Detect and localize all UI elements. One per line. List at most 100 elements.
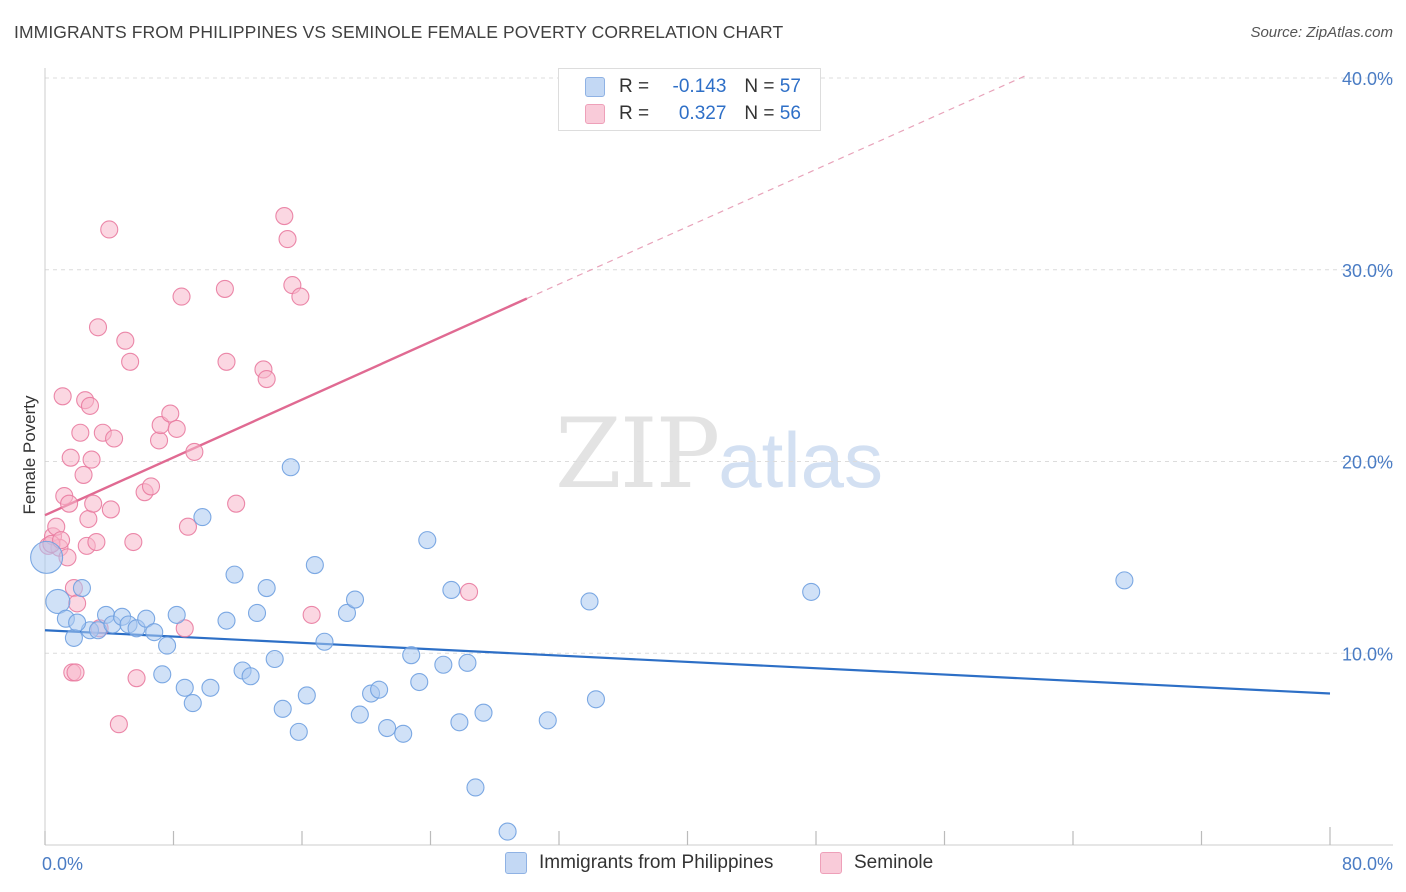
point-seminole-41 [178,517,198,536]
point-seminole-8 [61,448,80,467]
point-philippines-1 [45,588,71,615]
point-philippines-27 [265,649,284,669]
point-philippines-46 [450,713,469,732]
point-seminole-26 [101,500,120,519]
y-tick-label-1: 20.0% [1342,453,1393,473]
legend-r-value: -0.143 [672,76,727,97]
legend-r-label: R = [619,103,650,124]
point-seminole-13 [71,423,90,442]
point-seminole-14 [74,465,93,484]
source-credit: Source: ZipAtlas.com [1250,24,1393,41]
point-philippines-32 [305,555,324,575]
chart-title: IMMIGRANTS FROM PHILIPPINES VS SEMINOLE … [14,22,784,42]
point-seminole-18 [80,396,100,415]
point-philippines-39 [378,718,397,738]
point-philippines-25 [247,603,267,623]
trend-extension-seminole [526,75,1026,300]
point-seminole-25 [100,220,119,239]
point-seminole-21 [87,532,106,552]
point-seminole-20 [84,494,103,513]
watermark-atlas: atlas [718,416,883,504]
legend-n-value: 56 [779,103,801,124]
point-philippines-13 [145,623,164,642]
point-philippines-4 [72,579,91,598]
legend-row-seminole: R = 0.327 N = 56 [585,102,801,126]
point-seminole-37 [161,404,180,423]
point-seminole-4 [53,387,72,406]
point-philippines-29 [281,458,300,477]
point-seminole-35 [149,431,169,450]
point-philippines-15 [158,636,177,655]
point-philippines-18 [183,694,202,713]
correlation-legend: R = -0.143 N = 57 R = 0.327 N = 56 [558,68,821,131]
point-philippines-31 [297,686,316,705]
point-seminole-39 [172,287,191,306]
series-legend-philippines[interactable]: Immigrants from Philippines [505,852,773,874]
point-philippines-52 [580,592,599,611]
point-seminole-52 [302,605,321,624]
point-seminole-31 [124,532,143,552]
trend-line-seminole [44,297,528,517]
point-seminole-30 [121,352,140,371]
legend-swatch-philippines [585,77,605,97]
point-seminole-40 [175,619,194,638]
trend-line-philippines [44,629,1331,695]
point-seminole-11 [66,663,85,682]
point-philippines-3 [64,628,83,647]
point-philippines-49 [474,703,493,722]
point-philippines-50 [498,822,517,841]
legend-row-philippines: R = -0.143 N = 57 [585,75,801,99]
point-seminole-22 [88,318,108,337]
watermark-zip: ZIP [555,398,720,510]
point-philippines-22 [225,565,244,584]
series-swatch-philippines [505,852,527,874]
trend-lines [44,75,1331,695]
point-philippines-0 [30,540,64,574]
point-seminole-28 [109,715,128,734]
point-philippines-34 [337,603,357,623]
point-seminole-7 [60,494,79,513]
series-legend-seminole[interactable]: Seminole [820,852,933,874]
series-label-seminole: Seminole [854,852,934,873]
y-tick-label-0: 10.0% [1342,644,1393,664]
point-philippines-26 [257,579,276,598]
point-philippines-28 [273,699,292,718]
point-seminole-44 [217,352,236,371]
point-seminole-51 [291,287,310,306]
point-philippines-45 [442,580,461,600]
y-tick-label-2: 30.0% [1342,261,1393,281]
legend-n-label: N = [744,103,775,124]
point-philippines-56 [68,613,87,632]
point-seminole-12 [68,594,87,613]
legend-n-label: N = [744,76,775,97]
point-philippines-43 [418,531,437,550]
point-seminole-53 [459,582,479,601]
point-seminole-19 [82,450,101,469]
point-philippines-20 [201,678,220,697]
point-philippines-40 [394,724,413,743]
watermark: ZIPatlas [555,398,883,510]
point-philippines-53 [586,690,605,709]
point-seminole-42 [185,442,204,461]
point-seminole-48 [275,207,294,226]
series-label-philippines: Immigrants from Philippines [539,852,774,873]
point-philippines-21 [217,611,236,630]
point-philippines-17 [175,678,194,697]
legend-r-label: R = [619,76,650,97]
point-seminole-43 [215,279,234,298]
point-philippines-41 [402,646,421,665]
legend-n-value: 57 [779,76,801,97]
grid [45,77,1393,654]
point-philippines-38 [370,680,389,699]
point-philippines-19 [193,508,212,527]
point-seminole-47 [257,369,276,389]
point-philippines-14 [153,665,172,684]
x-tick-label-1: 80.0% [1342,854,1393,874]
point-philippines-47 [458,653,477,672]
data-points [30,207,1134,841]
point-philippines-55 [1115,571,1134,590]
legend-swatch-seminole [585,104,605,124]
point-seminole-34 [141,477,161,496]
point-philippines-51 [538,711,557,730]
